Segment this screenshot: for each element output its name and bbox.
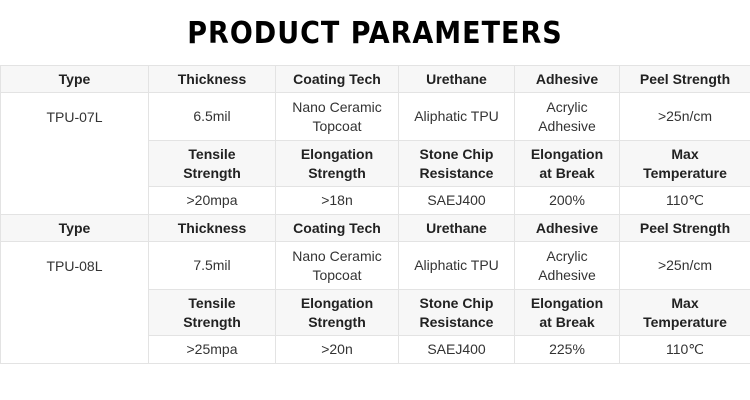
- elongation-strength-value: >18n: [275, 186, 399, 215]
- header-coating-tech: Coating Tech: [275, 65, 399, 93]
- header-row-1-block-2: Type Thickness Coating Tech Urethane Adh…: [0, 214, 750, 242]
- header-tensile-strength: Tensile Strength: [148, 289, 276, 336]
- coating-tech-value: Nano Ceramic Topcoat: [275, 241, 399, 290]
- type-value-cell: TPU-08L: [0, 241, 149, 364]
- value-row-2-block-1: >20mpa >18n SAEJ400 200% 110℃: [1, 186, 750, 215]
- stone-chip-resistance-value: SAEJ400: [398, 335, 515, 364]
- header-row-2-block-1: Tensile Strength Elongation Strength Sto…: [1, 140, 750, 187]
- header-adhesive: Adhesive: [514, 65, 620, 93]
- header-type: Type: [0, 65, 149, 93]
- header-type: Type: [0, 214, 149, 242]
- header-peel-strength: Peel Strength: [619, 65, 750, 93]
- header-elongation-strength: Elongation Strength: [275, 289, 399, 336]
- thickness-value: 7.5mil: [148, 241, 276, 290]
- header-max-temperature: Max Temperature: [619, 140, 750, 187]
- header-max-temperature: Max Temperature: [619, 289, 750, 336]
- value-row-1-block-2: TPU-08L 7.5mil Nano Ceramic Topcoat Alip…: [0, 241, 750, 364]
- header-row-2-block-2: Tensile Strength Elongation Strength Sto…: [1, 289, 750, 336]
- header-urethane: Urethane: [398, 65, 515, 93]
- header-urethane: Urethane: [398, 214, 515, 242]
- product-parameters-table: Type Thickness Coating Tech Urethane Adh…: [0, 65, 750, 364]
- elongation-at-break-value: 200%: [514, 186, 620, 215]
- header-elongation-at-break: Elongation at Break: [514, 140, 620, 187]
- header-elongation-at-break: Elongation at Break: [514, 289, 620, 336]
- header-adhesive: Adhesive: [514, 214, 620, 242]
- peel-strength-value: >25n/cm: [619, 92, 750, 141]
- header-thickness: Thickness: [148, 214, 276, 242]
- urethane-value: Aliphatic TPU: [398, 241, 515, 290]
- header-elongation-strength: Elongation Strength: [275, 140, 399, 187]
- tensile-strength-value: >20mpa: [148, 186, 276, 215]
- elongation-strength-value: >20n: [275, 335, 399, 364]
- header-peel-strength: Peel Strength: [619, 214, 750, 242]
- header-stone-chip-resistance: Stone Chip Resistance: [398, 140, 515, 187]
- adhesive-value: Acrylic Adhesive: [514, 92, 620, 141]
- tensile-strength-value: >25mpa: [148, 335, 276, 364]
- header-thickness: Thickness: [148, 65, 276, 93]
- page-title: PRODUCT PARAMETERS: [187, 16, 563, 51]
- max-temperature-value: 110℃: [619, 186, 750, 215]
- stone-chip-resistance-value: SAEJ400: [398, 186, 515, 215]
- header-stone-chip-resistance: Stone Chip Resistance: [398, 289, 515, 336]
- max-temperature-value: 110℃: [619, 335, 750, 364]
- header-coating-tech: Coating Tech: [275, 214, 399, 242]
- value-row-1-block-1: TPU-07L 6.5mil Nano Ceramic Topcoat Alip…: [0, 92, 750, 215]
- header-tensile-strength: Tensile Strength: [148, 140, 276, 187]
- type-value-cell: TPU-07L: [0, 92, 149, 215]
- peel-strength-value: >25n/cm: [619, 241, 750, 290]
- urethane-value: Aliphatic TPU: [398, 92, 515, 141]
- adhesive-value: Acrylic Adhesive: [514, 241, 620, 290]
- elongation-at-break-value: 225%: [514, 335, 620, 364]
- thickness-value: 6.5mil: [148, 92, 276, 141]
- header-row-1-block-1: Type Thickness Coating Tech Urethane Adh…: [0, 65, 750, 93]
- value-row-2-block-2: >25mpa >20n SAEJ400 225% 110℃: [1, 335, 750, 364]
- coating-tech-value: Nano Ceramic Topcoat: [275, 92, 399, 141]
